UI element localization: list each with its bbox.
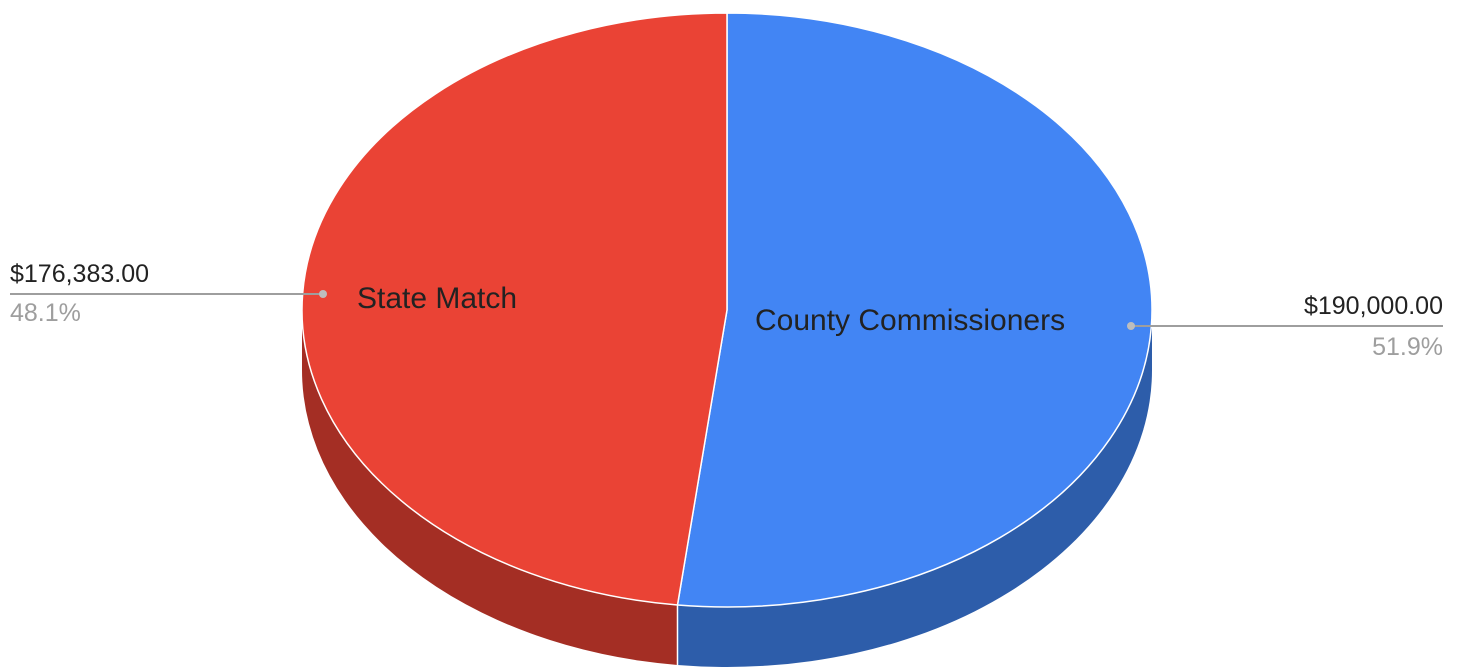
leader-dot-county-commissioners [1127, 322, 1135, 330]
pie-slice-side-county-commissioners [677, 310, 1152, 667]
pie-slice-side-state-match [302, 310, 678, 665]
slice-label-state-match: State Match [357, 282, 517, 315]
slice-label-county-commissioners: County Commissioners [755, 304, 1065, 337]
leader-dot-state-match [319, 290, 327, 298]
percent-label-county-commissioners: 51.9% [1372, 333, 1443, 361]
pie-slice-state-match [301, 12, 728, 606]
value-label-county-commissioners: $190,000.00 [1304, 292, 1443, 320]
value-label-state-match: $176,383.00 [10, 260, 149, 288]
pie-slice-county-commissioners [676, 12, 1153, 608]
percent-label-state-match: 48.1% [10, 299, 81, 327]
